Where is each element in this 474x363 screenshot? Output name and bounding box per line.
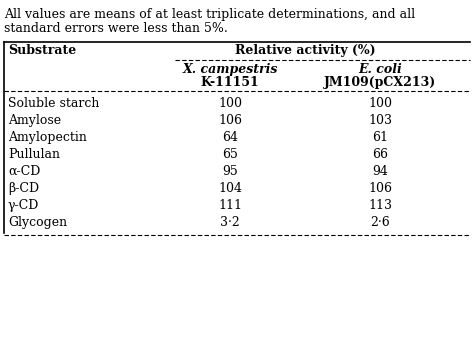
Text: Amylose: Amylose xyxy=(8,114,61,127)
Text: JM109(pCX213): JM109(pCX213) xyxy=(324,76,436,89)
Text: 103: 103 xyxy=(368,114,392,127)
Text: 66: 66 xyxy=(372,148,388,161)
Text: Pullulan: Pullulan xyxy=(8,148,60,161)
Text: 2·6: 2·6 xyxy=(370,216,390,229)
Text: 104: 104 xyxy=(218,182,242,195)
Text: Relative activity (%): Relative activity (%) xyxy=(235,44,375,57)
Text: All values are means of at least triplicate determinations, and all: All values are means of at least triplic… xyxy=(4,8,415,21)
Text: β-CD: β-CD xyxy=(8,182,39,195)
Text: 95: 95 xyxy=(222,165,238,178)
Text: 111: 111 xyxy=(218,199,242,212)
Text: Substrate: Substrate xyxy=(8,44,76,57)
Text: 106: 106 xyxy=(368,182,392,195)
Text: Soluble starch: Soluble starch xyxy=(8,97,100,110)
Text: 61: 61 xyxy=(372,131,388,144)
Text: standard errors were less than 5%.: standard errors were less than 5%. xyxy=(4,22,228,35)
Text: 113: 113 xyxy=(368,199,392,212)
Text: K-11151: K-11151 xyxy=(201,76,259,89)
Text: α-CD: α-CD xyxy=(8,165,40,178)
Text: 94: 94 xyxy=(372,165,388,178)
Text: 100: 100 xyxy=(368,97,392,110)
Text: X. campestris: X. campestris xyxy=(182,63,278,76)
Text: γ-CD: γ-CD xyxy=(8,199,39,212)
Text: Glycogen: Glycogen xyxy=(8,216,67,229)
Text: 3·2: 3·2 xyxy=(220,216,240,229)
Text: 100: 100 xyxy=(218,97,242,110)
Text: 65: 65 xyxy=(222,148,238,161)
Text: Amylopectin: Amylopectin xyxy=(8,131,87,144)
Text: E. coli: E. coli xyxy=(358,63,402,76)
Text: 106: 106 xyxy=(218,114,242,127)
Text: 64: 64 xyxy=(222,131,238,144)
